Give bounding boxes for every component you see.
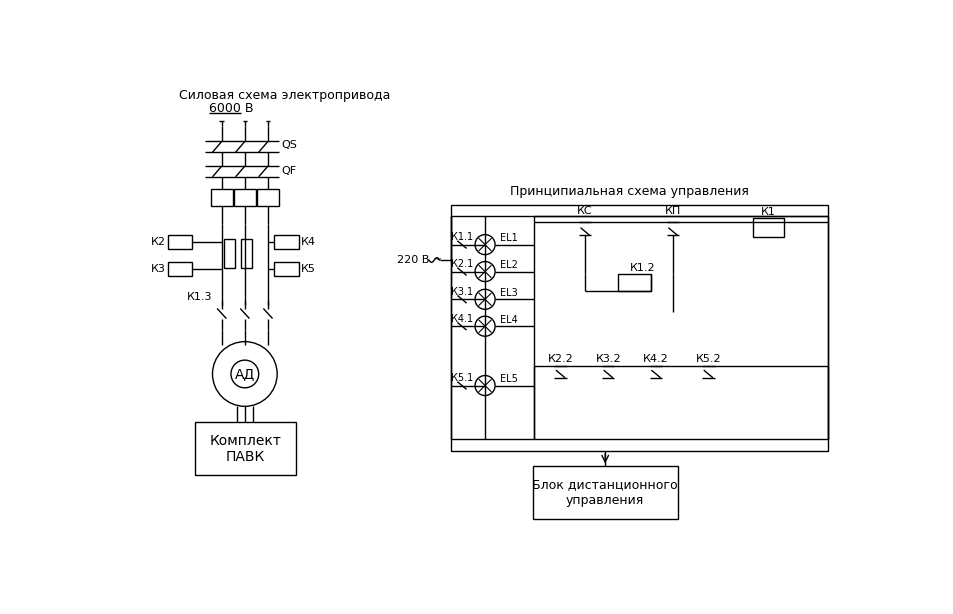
Text: К5.1: К5.1 — [451, 373, 473, 383]
Text: К1.3: К1.3 — [187, 292, 213, 302]
Bar — [194, 422, 296, 475]
Circle shape — [475, 316, 495, 336]
Bar — [168, 262, 193, 276]
Bar — [752, 219, 783, 237]
Circle shape — [475, 289, 495, 309]
Text: Принципиальная схема управления: Принципиальная схема управления — [510, 185, 748, 198]
Text: КП: КП — [664, 206, 680, 216]
Text: К2.1: К2.1 — [451, 259, 473, 269]
Text: EL1: EL1 — [499, 233, 517, 244]
Text: К4.1: К4.1 — [451, 314, 473, 324]
Text: АД: АД — [234, 367, 254, 381]
Circle shape — [475, 235, 495, 255]
Bar — [224, 239, 234, 268]
Text: К1: К1 — [760, 208, 775, 217]
Text: К5.2: К5.2 — [695, 354, 720, 363]
Text: EL3: EL3 — [499, 288, 517, 298]
Bar — [257, 189, 278, 206]
Text: 220 В ~: 220 В ~ — [396, 255, 442, 265]
Circle shape — [475, 376, 495, 395]
Bar — [618, 274, 650, 291]
Text: EL4: EL4 — [499, 315, 517, 325]
Text: К2.2: К2.2 — [547, 354, 573, 363]
Text: EL5: EL5 — [499, 375, 517, 384]
Text: К3: К3 — [151, 264, 166, 274]
Text: 6000 В: 6000 В — [209, 102, 253, 115]
Text: Силовая схема электропривода: Силовая схема электропривода — [179, 89, 391, 102]
Bar — [211, 189, 233, 206]
Text: К1.1: К1.1 — [451, 232, 473, 242]
Text: К1.2: К1.2 — [629, 263, 655, 273]
Text: КС: КС — [577, 206, 593, 216]
Text: Блок дистанционного
управления: Блок дистанционного управления — [532, 478, 678, 507]
Text: К3.1: К3.1 — [451, 287, 473, 297]
Circle shape — [231, 360, 258, 388]
Text: QS: QS — [281, 139, 297, 150]
Text: К4.2: К4.2 — [642, 354, 668, 363]
Bar — [168, 235, 193, 249]
Bar — [274, 235, 298, 249]
Bar — [533, 467, 677, 519]
Text: К3.2: К3.2 — [595, 354, 620, 363]
Text: К4: К4 — [301, 237, 315, 247]
Text: Комплект
ПАВК: Комплект ПАВК — [210, 433, 281, 464]
Text: К2: К2 — [151, 237, 166, 247]
Circle shape — [213, 341, 277, 406]
Bar — [274, 262, 298, 276]
Text: К5: К5 — [301, 264, 315, 274]
Bar — [241, 239, 252, 268]
Text: EL2: EL2 — [499, 260, 517, 270]
Bar — [451, 204, 827, 451]
Text: QF: QF — [281, 166, 296, 176]
Circle shape — [475, 262, 495, 282]
Bar — [233, 189, 255, 206]
